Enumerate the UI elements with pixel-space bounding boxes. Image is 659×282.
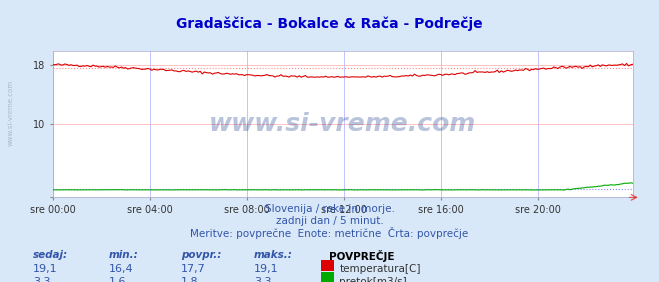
Text: POVPREČJE: POVPREČJE [330, 250, 395, 262]
Text: maks.:: maks.: [254, 250, 293, 259]
Text: zadnji dan / 5 minut.: zadnji dan / 5 minut. [275, 216, 384, 226]
Text: 19,1: 19,1 [33, 264, 57, 274]
Text: pretok[m3/s]: pretok[m3/s] [339, 277, 407, 282]
Text: www.si-vreme.com: www.si-vreme.com [209, 112, 476, 136]
Text: Gradaščica - Bokalce & Rača - Podrečje: Gradaščica - Bokalce & Rača - Podrečje [176, 17, 483, 31]
Text: temperatura[C]: temperatura[C] [339, 264, 421, 274]
Text: www.si-vreme.com: www.si-vreme.com [8, 80, 14, 146]
Text: 16,4: 16,4 [109, 264, 133, 274]
Text: Meritve: povprečne  Enote: metrične  Črta: povprečje: Meritve: povprečne Enote: metrične Črta:… [190, 227, 469, 239]
Text: min.:: min.: [109, 250, 138, 259]
Text: 1,8: 1,8 [181, 277, 199, 282]
Text: 3,3: 3,3 [33, 277, 51, 282]
Text: 1,6: 1,6 [109, 277, 127, 282]
Text: 17,7: 17,7 [181, 264, 206, 274]
Text: 19,1: 19,1 [254, 264, 278, 274]
Text: povpr.:: povpr.: [181, 250, 221, 259]
Text: 3,3: 3,3 [254, 277, 272, 282]
Text: Slovenija / reke in morje.: Slovenija / reke in morje. [264, 204, 395, 214]
Text: sedaj:: sedaj: [33, 250, 68, 259]
